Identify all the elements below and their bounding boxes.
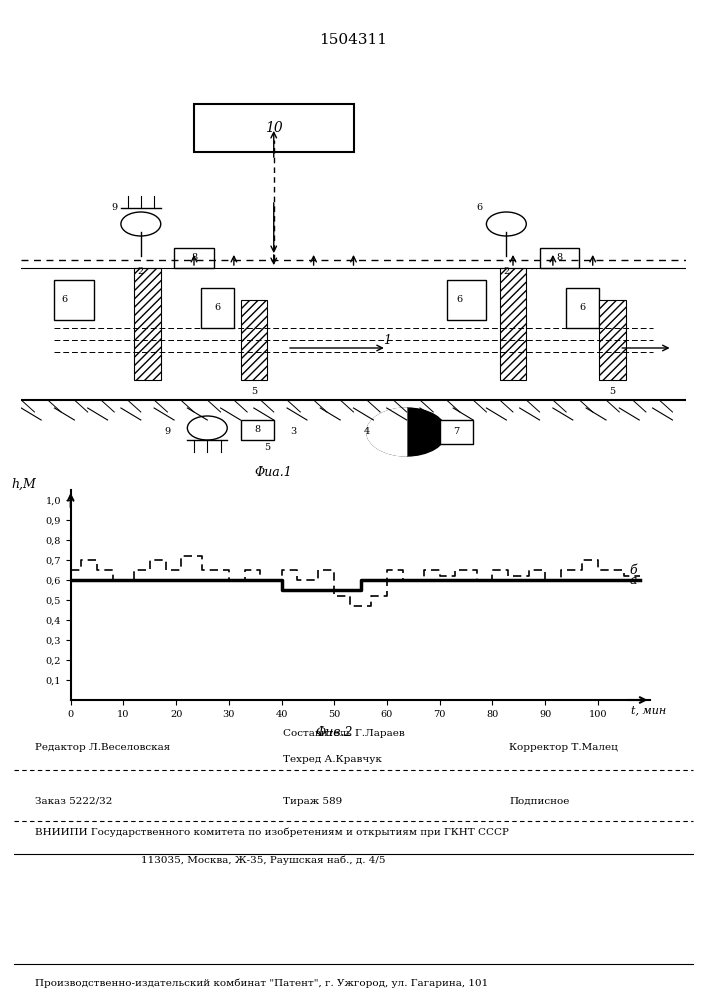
Bar [194,104,354,152]
Text: Φив.2: Φив.2 [315,726,353,738]
Text: 1504311: 1504311 [320,33,387,47]
Text: 10: 10 [265,121,283,135]
Text: h,M: h,M [11,478,35,490]
Bar [566,288,600,328]
Text: Производственно-издательский комбинат "Патент", г. Ужгород, ул. Гагарина, 101: Производственно-издательский комбинат "П… [35,978,489,988]
Bar [54,280,94,320]
Text: 1: 1 [382,334,391,347]
Text: 5: 5 [609,387,616,396]
Text: 2: 2 [138,267,144,276]
Text: 6: 6 [62,296,67,304]
Text: ВНИИПИ Государственного комитета по изобретениям и открытиям при ГКНТ СССР: ВНИИПИ Государственного комитета по изоб… [35,827,509,837]
Bar [134,268,160,380]
Text: 9: 9 [164,428,170,436]
Text: 8: 8 [254,426,260,434]
Text: 7: 7 [453,428,460,436]
Text: Подписное: Подписное [509,797,569,806]
Text: 6: 6 [457,296,463,304]
Text: 8: 8 [556,253,563,262]
Circle shape [367,408,447,456]
Bar [600,300,626,380]
Bar [500,268,526,380]
Text: 6: 6 [214,304,221,312]
Text: 9: 9 [111,204,117,213]
Bar [174,248,214,268]
Text: t, мин: t, мин [631,705,666,715]
Bar [539,248,580,268]
Text: Тираж 589: Тираж 589 [283,797,342,806]
Bar [240,420,274,440]
Text: Редактор Л.Веселовская: Редактор Л.Веселовская [35,744,170,752]
Text: 2: 2 [503,267,510,276]
Text: 6: 6 [580,304,586,312]
Text: 3: 3 [291,428,297,436]
Bar [447,280,486,320]
Text: 4: 4 [363,428,370,436]
Text: Составитель Г.Лараев: Составитель Г.Лараев [283,730,404,738]
Wedge shape [367,408,407,456]
Text: б: б [629,564,637,576]
Text: 5: 5 [251,387,257,396]
Text: Заказ 5222/32: Заказ 5222/32 [35,797,112,806]
Text: Техред А.Кравчук: Техред А.Кравчук [283,755,382,764]
Bar [240,300,267,380]
Bar [201,288,234,328]
Text: Φиа.1: Φиа.1 [255,466,293,479]
Text: 6: 6 [477,204,483,213]
Text: 113035, Москва, Ж-35, Раушская наб., д. 4/5: 113035, Москва, Ж-35, Раушская наб., д. … [141,855,386,865]
Text: 5: 5 [264,444,270,452]
Text: Корректор Т.Малец: Корректор Т.Малец [509,744,618,752]
Bar [440,420,473,444]
Text: 8: 8 [191,253,197,262]
Text: a: a [629,574,637,586]
